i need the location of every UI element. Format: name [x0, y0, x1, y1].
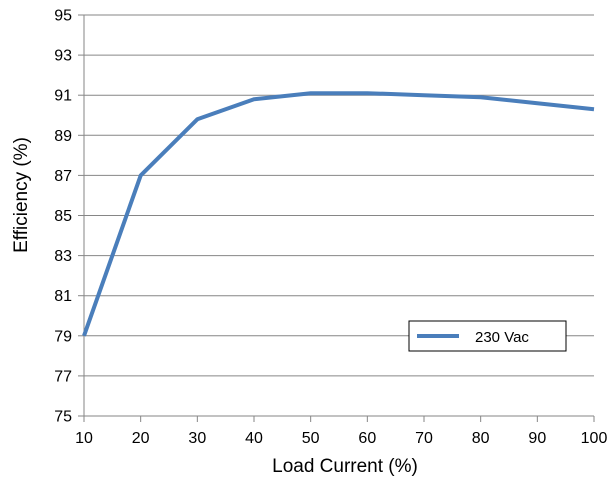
legend-label-230-vac: 230 Vac — [475, 329, 529, 346]
y-tick-label-95: 95 — [54, 8, 72, 25]
y-tick-labels: 75 77 79 81 83 85 87 89 91 93 95 — [54, 8, 72, 426]
y-tick-label-79: 79 — [54, 328, 72, 345]
x-tick-label-80: 80 — [472, 430, 490, 447]
gridlines — [84, 14, 594, 377]
y-tick-label-75: 75 — [54, 409, 72, 426]
x-tick-label-20: 20 — [132, 430, 150, 447]
y-tick-label-83: 83 — [54, 248, 72, 265]
y-tick-label-81: 81 — [54, 288, 72, 305]
x-tick-label-40: 40 — [245, 430, 263, 447]
x-tick-label-30: 30 — [188, 430, 206, 447]
series-lines — [82, 91, 595, 337]
legend: 230 Vac — [408, 320, 567, 352]
x-tick-label-70: 70 — [415, 430, 433, 447]
y-tick-label-91: 91 — [54, 88, 72, 105]
y-tick-label-89: 89 — [54, 128, 72, 145]
y-tick-label-77: 77 — [54, 368, 72, 385]
axes — [78, 14, 595, 422]
x-tick-label-100: 100 — [581, 430, 608, 447]
y-tick-label-87: 87 — [54, 168, 72, 185]
x-tick-label-10: 10 — [75, 430, 93, 447]
series-line-0 — [82, 91, 595, 337]
x-tick-label-60: 60 — [358, 430, 376, 447]
y-axis-title: Efficiency (%) — [11, 137, 32, 253]
y-tick-label-85: 85 — [54, 208, 72, 225]
x-tick-label-50: 50 — [302, 430, 320, 447]
x-tick-labels: 10 20 30 40 50 60 70 80 90 100 — [75, 430, 607, 447]
x-tick-label-90: 90 — [528, 430, 546, 447]
y-tick-label-93: 93 — [54, 48, 72, 65]
x-axis-title: Load Current (%) — [272, 456, 418, 477]
